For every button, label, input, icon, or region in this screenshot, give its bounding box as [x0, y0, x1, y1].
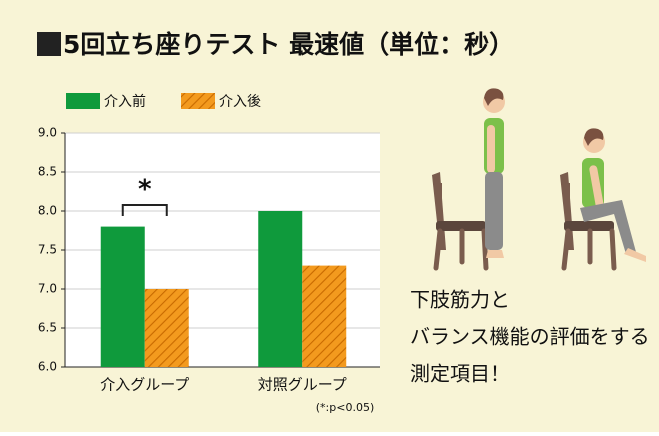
- chart-title: 5回立ち座りテスト 最速値（単位：秒）: [63, 30, 514, 59]
- y-tick-label: 6.0: [38, 360, 57, 374]
- x-tick-label: 介入グループ: [100, 376, 189, 394]
- y-tick-label: 7.0: [38, 282, 57, 296]
- y-tick-label: 8.0: [38, 204, 57, 218]
- title-marker: [37, 32, 61, 56]
- bar: [302, 266, 346, 367]
- y-tick-label: 6.5: [38, 321, 57, 335]
- bar: [258, 211, 302, 367]
- legend-label: 介入後: [219, 94, 261, 110]
- legend-swatch: [66, 93, 100, 109]
- bar: [145, 289, 189, 367]
- y-tick-label: 8.5: [38, 165, 57, 179]
- chart: 5回立ち座りテスト 最速値（単位：秒） 6.0 6.5 7.0 7.5 8.0 8.5 9.…: [0, 0, 659, 432]
- y-tick-label: 9.0: [38, 126, 57, 140]
- bar: [101, 227, 145, 367]
- significance-mark: *: [138, 175, 152, 205]
- footnote: (*:p<0.05): [316, 401, 374, 414]
- y-tick-label: 7.5: [38, 243, 57, 257]
- side-text: 測定項目！: [410, 362, 510, 386]
- legend-label: 介入前: [104, 93, 146, 110]
- legend-swatch: [181, 93, 215, 109]
- x-tick-label: 対照グループ: [258, 376, 347, 394]
- side-text: バランス機能の評価をする: [410, 325, 650, 349]
- side-text: 下肢筋力と: [410, 288, 510, 312]
